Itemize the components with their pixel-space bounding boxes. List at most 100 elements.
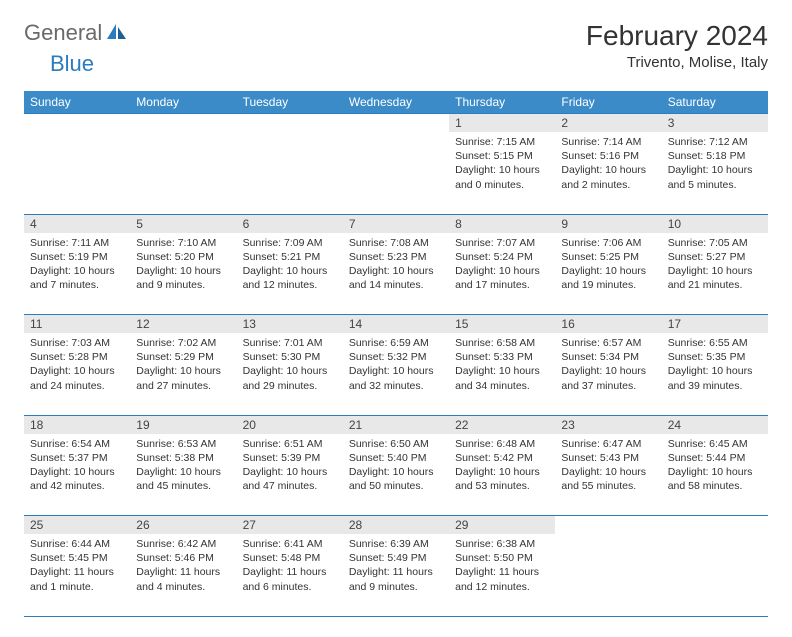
day-number-cell [662, 516, 768, 535]
sunset-line: Sunset: 5:24 PM [455, 250, 549, 264]
sunset-line: Sunset: 5:19 PM [30, 250, 124, 264]
daylight-line: Daylight: 11 hours and 1 minute. [30, 565, 124, 593]
day-number-cell: 24 [662, 415, 768, 434]
daylight-line: Daylight: 10 hours and 29 minutes. [243, 364, 337, 392]
day-number-cell [24, 114, 130, 133]
day-cell [343, 132, 449, 214]
day-number-cell: 8 [449, 214, 555, 233]
daylight-line: Daylight: 10 hours and 19 minutes. [561, 264, 655, 292]
sunset-line: Sunset: 5:43 PM [561, 451, 655, 465]
day-number-cell: 16 [555, 315, 661, 334]
daylight-line: Daylight: 10 hours and 39 minutes. [668, 364, 762, 392]
day-cell: Sunrise: 7:05 AMSunset: 5:27 PMDaylight:… [662, 233, 768, 315]
daylight-line: Daylight: 10 hours and 17 minutes. [455, 264, 549, 292]
sunrise-line: Sunrise: 6:57 AM [561, 336, 655, 350]
weekday-saturday: Saturday [662, 91, 768, 114]
day-number-cell: 17 [662, 315, 768, 334]
sunset-line: Sunset: 5:42 PM [455, 451, 549, 465]
sunset-line: Sunset: 5:25 PM [561, 250, 655, 264]
day-detail-row: Sunrise: 6:54 AMSunset: 5:37 PMDaylight:… [24, 434, 768, 516]
month-title: February 2024 [586, 20, 768, 52]
day-detail-row: Sunrise: 7:03 AMSunset: 5:28 PMDaylight:… [24, 333, 768, 415]
sunrise-line: Sunrise: 6:50 AM [349, 437, 443, 451]
daylight-line: Daylight: 10 hours and 58 minutes. [668, 465, 762, 493]
day-detail-row: Sunrise: 7:15 AMSunset: 5:15 PMDaylight:… [24, 132, 768, 214]
sunrise-line: Sunrise: 6:53 AM [136, 437, 230, 451]
daylight-line: Daylight: 10 hours and 53 minutes. [455, 465, 549, 493]
daylight-line: Daylight: 10 hours and 55 minutes. [561, 465, 655, 493]
day-cell: Sunrise: 6:41 AMSunset: 5:48 PMDaylight:… [237, 534, 343, 616]
day-number-row: 2526272829 [24, 516, 768, 535]
day-number-cell [130, 114, 236, 133]
daylight-line: Daylight: 10 hours and 2 minutes. [561, 163, 655, 191]
day-cell: Sunrise: 6:59 AMSunset: 5:32 PMDaylight:… [343, 333, 449, 415]
day-cell: Sunrise: 6:42 AMSunset: 5:46 PMDaylight:… [130, 534, 236, 616]
day-number-cell: 26 [130, 516, 236, 535]
logo: General [24, 20, 130, 46]
sunrise-line: Sunrise: 7:08 AM [349, 236, 443, 250]
sunrise-line: Sunrise: 7:14 AM [561, 135, 655, 149]
daylight-line: Daylight: 10 hours and 9 minutes. [136, 264, 230, 292]
sunset-line: Sunset: 5:45 PM [30, 551, 124, 565]
day-number-cell: 3 [662, 114, 768, 133]
weekday-header-row: Sunday Monday Tuesday Wednesday Thursday… [24, 91, 768, 114]
sunrise-line: Sunrise: 6:55 AM [668, 336, 762, 350]
sunrise-line: Sunrise: 6:58 AM [455, 336, 549, 350]
weekday-wednesday: Wednesday [343, 91, 449, 114]
title-block: February 2024 Trivento, Molise, Italy [586, 20, 768, 71]
day-cell: Sunrise: 6:54 AMSunset: 5:37 PMDaylight:… [24, 434, 130, 516]
day-number-cell: 1 [449, 114, 555, 133]
sunset-line: Sunset: 5:39 PM [243, 451, 337, 465]
day-number-cell: 12 [130, 315, 236, 334]
day-cell [24, 132, 130, 214]
day-number-row: 45678910 [24, 214, 768, 233]
day-cell: Sunrise: 7:11 AMSunset: 5:19 PMDaylight:… [24, 233, 130, 315]
sunrise-line: Sunrise: 7:12 AM [668, 135, 762, 149]
weekday-friday: Friday [555, 91, 661, 114]
sunset-line: Sunset: 5:18 PM [668, 149, 762, 163]
day-detail-row: Sunrise: 7:11 AMSunset: 5:19 PM Daylight:… [24, 233, 768, 315]
day-cell: Sunrise: 6:47 AMSunset: 5:43 PMDaylight:… [555, 434, 661, 516]
day-cell: Sunrise: 6:53 AMSunset: 5:38 PMDaylight:… [130, 434, 236, 516]
sunrise-line: Sunrise: 6:39 AM [349, 537, 443, 551]
day-detail-row: Sunrise: 6:44 AMSunset: 5:45 PMDaylight:… [24, 534, 768, 616]
day-cell: Sunrise: 7:06 AMSunset: 5:25 PMDaylight:… [555, 233, 661, 315]
sunset-line: Sunset: 5:16 PM [561, 149, 655, 163]
daylight-line: Daylight: 10 hours and 45 minutes. [136, 465, 230, 493]
day-number-cell: 7 [343, 214, 449, 233]
day-cell: Sunrise: 6:48 AMSunset: 5:42 PMDaylight:… [449, 434, 555, 516]
logo-text-general: General [24, 20, 102, 46]
sunset-line: Sunset: 5:50 PM [455, 551, 549, 565]
day-number-cell: 20 [237, 415, 343, 434]
sunrise-line: Sunrise: 7:09 AM [243, 236, 337, 250]
day-number-cell: 9 [555, 214, 661, 233]
day-number-cell: 5 [130, 214, 236, 233]
daylight-line: Daylight: 10 hours and 24 minutes. [30, 364, 124, 392]
sunset-line: Sunset: 5:38 PM [136, 451, 230, 465]
sunrise-line: Sunrise: 7:11 AM [30, 236, 124, 250]
day-number-cell: 13 [237, 315, 343, 334]
logo-text-blue: Blue [50, 51, 94, 77]
sunrise-line: Sunrise: 7:02 AM [136, 336, 230, 350]
sunset-line: Sunset: 5:28 PM [30, 350, 124, 364]
day-number-cell [343, 114, 449, 133]
daylight-line: Daylight: 10 hours and 12 minutes. [243, 264, 337, 292]
day-number-cell: 21 [343, 415, 449, 434]
day-number-cell: 10 [662, 214, 768, 233]
daylight-line: Daylight: 11 hours and 6 minutes. [243, 565, 337, 593]
daylight-line: Daylight: 11 hours and 4 minutes. [136, 565, 230, 593]
sunset-line: Sunset: 5:48 PM [243, 551, 337, 565]
day-cell: Sunrise: 6:44 AMSunset: 5:45 PMDaylight:… [24, 534, 130, 616]
sunrise-line: Sunrise: 6:38 AM [455, 537, 549, 551]
sunrise-line: Sunrise: 6:54 AM [30, 437, 124, 451]
day-number-cell: 28 [343, 516, 449, 535]
day-cell: Sunrise: 7:10 AMSunset: 5:20 PMDaylight:… [130, 233, 236, 315]
day-number-cell [237, 114, 343, 133]
day-number-cell [555, 516, 661, 535]
day-number-cell: 29 [449, 516, 555, 535]
sunset-line: Sunset: 5:27 PM [668, 250, 762, 264]
sunrise-line: Sunrise: 7:15 AM [455, 135, 549, 149]
daylight-line: Daylight: 10 hours and 0 minutes. [455, 163, 549, 191]
day-cell: Sunrise: 6:50 AMSunset: 5:40 PMDaylight:… [343, 434, 449, 516]
day-number-cell: 18 [24, 415, 130, 434]
